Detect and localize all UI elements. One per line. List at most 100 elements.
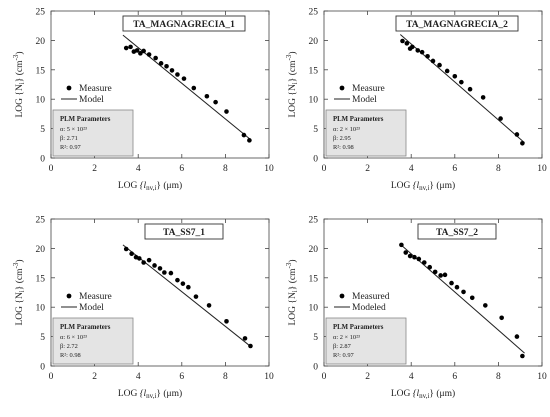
data-point xyxy=(175,277,180,283)
legend-marker-measure xyxy=(66,85,72,91)
y-tick-label: 25 xyxy=(309,8,319,18)
y-tick-label: 20 xyxy=(36,37,46,47)
data-point xyxy=(146,52,152,57)
y-tick-label: 15 xyxy=(36,274,46,284)
x-tick-label: 2 xyxy=(92,372,97,382)
x-tick-label: 8 xyxy=(496,164,501,174)
x-tick-label: 10 xyxy=(537,372,547,382)
data-point xyxy=(412,254,417,260)
data-point xyxy=(138,51,143,56)
data-point xyxy=(421,260,427,265)
x-tick-label: 6 xyxy=(452,164,457,174)
data-point xyxy=(224,109,229,114)
x-tick-label: 8 xyxy=(496,372,501,382)
data-point xyxy=(146,257,152,263)
x-axis-label: LOG {lnv,i} (μm) xyxy=(118,180,182,192)
data-point xyxy=(129,251,134,256)
legend-marker-measure xyxy=(66,293,72,299)
data-point xyxy=(213,99,218,105)
legend-label-model: Modeled xyxy=(352,303,386,313)
x-tick-label: 0 xyxy=(49,164,54,174)
x-tick-label: 4 xyxy=(136,372,141,382)
params-beta: β: 2.71 xyxy=(60,135,78,142)
data-point xyxy=(123,246,129,252)
y-tick-label: 20 xyxy=(309,37,319,47)
y-tick-label: 20 xyxy=(36,245,46,255)
x-tick-label: 2 xyxy=(365,164,370,174)
model-line xyxy=(399,243,525,354)
x-tick-label: 8 xyxy=(223,372,228,382)
data-point xyxy=(514,334,520,339)
params-alpha: α: 2 × 10²³ xyxy=(333,334,360,341)
params-box xyxy=(325,109,407,157)
legend-label-measure: Measured xyxy=(352,292,390,302)
data-point xyxy=(242,336,248,341)
params-box xyxy=(52,317,134,365)
y-tick-label: 20 xyxy=(309,245,319,255)
chart-title-box xyxy=(395,15,519,32)
x-tick-label: 10 xyxy=(264,372,274,382)
params-heading: PLM Parameters xyxy=(60,324,111,331)
chart-title: TA_MAGNAGRECIA_1 xyxy=(133,20,235,30)
x-tick-label: 2 xyxy=(365,372,370,382)
params-beta: β: 2.87 xyxy=(333,343,352,350)
y-tick-label: 5 xyxy=(313,125,318,135)
chart-title: TA_SS7_1 xyxy=(163,228,205,238)
y-tick-label: 25 xyxy=(36,8,46,18)
x-tick-label: 4 xyxy=(409,164,414,174)
x-tick-label: 4 xyxy=(136,164,141,174)
params-r2: R²: 0.97 xyxy=(333,352,355,359)
data-point xyxy=(175,72,180,77)
data-point xyxy=(169,68,175,73)
params-alpha: α: 6 × 10²³ xyxy=(60,334,87,341)
x-tick-label: 6 xyxy=(179,372,184,382)
data-point xyxy=(499,315,504,321)
x-axis-label: LOG {lnv,i} (μm) xyxy=(391,388,455,400)
data-point xyxy=(404,41,410,46)
data-point xyxy=(180,281,186,286)
data-point xyxy=(248,343,253,349)
chart-panel-2: 0 2 4 6 8 10 0 5 10 15 20 25 LOG {lnv,i} (μm) LOG {Ni… xyxy=(285,8,547,193)
data-point xyxy=(407,253,413,259)
params-heading: PLM Parameters xyxy=(333,324,384,331)
data-point xyxy=(153,55,158,61)
legend-marker-measure xyxy=(339,293,345,299)
data-point xyxy=(186,284,191,290)
data-point xyxy=(416,256,422,262)
y-tick-label: 5 xyxy=(40,125,45,135)
params-box xyxy=(52,109,134,157)
data-point xyxy=(452,73,458,79)
x-axis-label: LOG {lnv,i} (μm) xyxy=(118,388,182,400)
params-r2: R²: 0.98 xyxy=(60,352,81,359)
y-tick-label: 25 xyxy=(309,216,319,226)
data-point xyxy=(136,256,142,261)
y-tick-label: 10 xyxy=(36,96,46,106)
y-tick-label: 0 xyxy=(40,363,45,373)
x-tick-label: 10 xyxy=(264,164,274,174)
params-heading: PLM Parameters xyxy=(60,116,111,123)
chart-title-box xyxy=(122,15,246,32)
chart-panel-1: 0 2 4 6 8 10 0 5 10 15 20 25 LOG {lnv,i} (μm) LOG {Ni… xyxy=(12,8,274,193)
y-tick-label: 15 xyxy=(309,274,319,284)
y-tick-label: 25 xyxy=(36,216,46,226)
x-tick-label: 8 xyxy=(223,164,228,174)
data-point xyxy=(403,250,409,255)
chart-title: TA_SS7_2 xyxy=(436,228,478,238)
data-point xyxy=(454,284,460,290)
y-tick-label: 5 xyxy=(313,333,318,343)
params-heading: PLM Parameters xyxy=(333,116,384,123)
data-point xyxy=(247,138,252,143)
y-tick-label: 0 xyxy=(313,363,318,373)
x-axis-label: LOG {lnv,i} (μm) xyxy=(391,180,455,192)
params-beta: β: 2.95 xyxy=(333,135,351,142)
data-point xyxy=(469,295,475,301)
data-point xyxy=(467,86,473,92)
y-tick-label: 10 xyxy=(309,96,319,106)
data-point xyxy=(430,58,436,64)
legend-marker-measure xyxy=(339,85,345,91)
data-point xyxy=(206,303,212,308)
y-tick-label: 0 xyxy=(40,155,45,165)
data-point xyxy=(191,85,197,91)
data-point xyxy=(168,270,174,276)
